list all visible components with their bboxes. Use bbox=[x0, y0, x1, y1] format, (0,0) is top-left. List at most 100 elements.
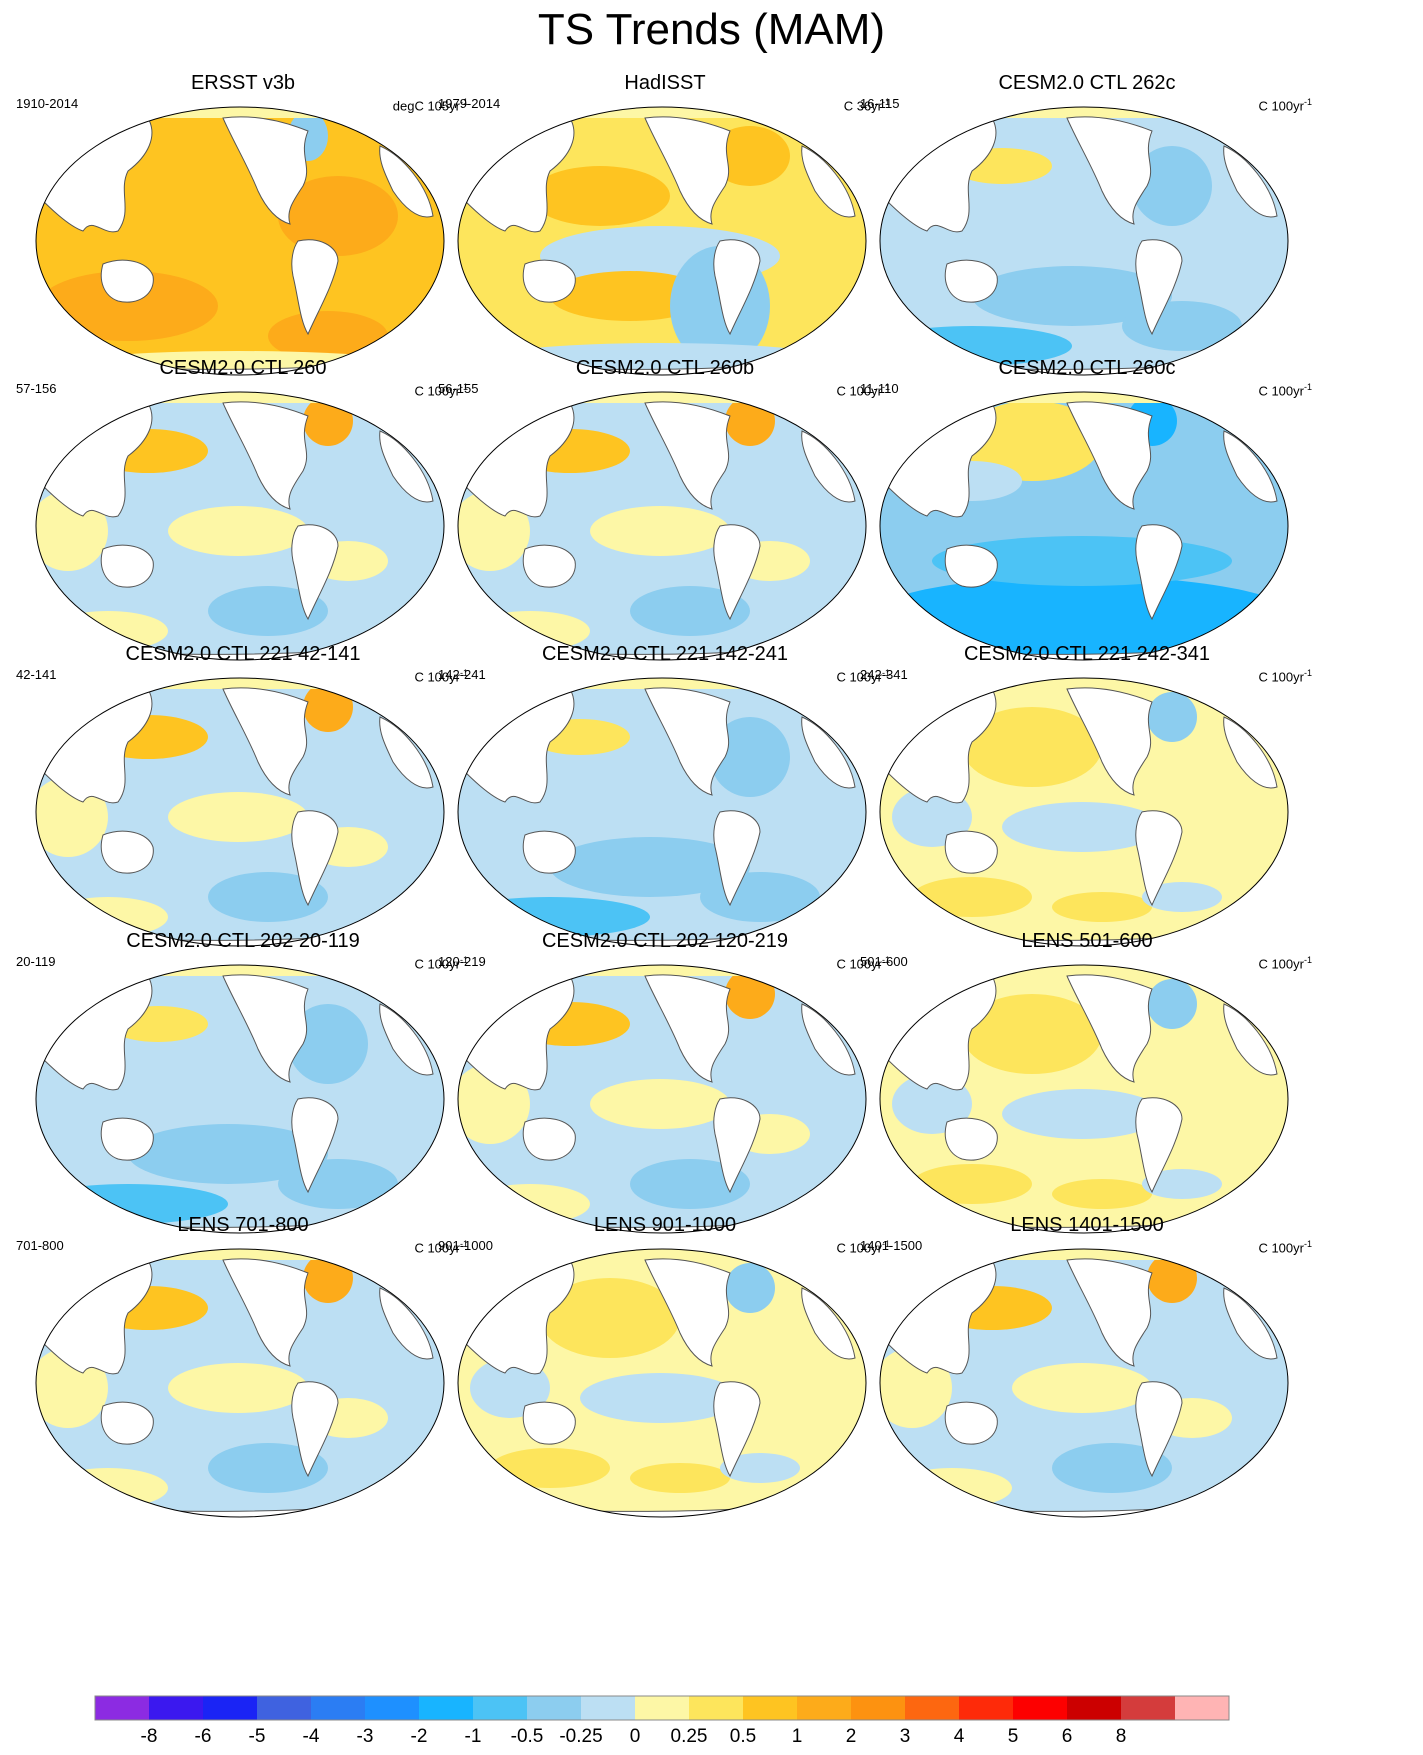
figure-title: TS Trends (MAM) bbox=[537, 5, 886, 54]
land-mass bbox=[1066, 687, 1153, 796]
panel-title: CESM2.0 CTL 202 120-219 bbox=[541, 930, 789, 952]
panel-period: 42-141 bbox=[16, 667, 57, 682]
panel-period: 1910-2014 bbox=[16, 96, 79, 111]
colorbar-label: 0 bbox=[630, 1726, 641, 1747]
world-map bbox=[879, 964, 1289, 1234]
trend-region bbox=[540, 1278, 680, 1358]
panel-period: 901-1000 bbox=[438, 1238, 493, 1253]
units-base: C 100yr bbox=[1258, 1240, 1304, 1256]
land-mass bbox=[1223, 430, 1278, 503]
land-mass bbox=[1223, 1003, 1278, 1076]
colorbar-label: -2 bbox=[411, 1726, 428, 1747]
colorbar-swatch bbox=[527, 1696, 581, 1720]
trend-region bbox=[1002, 802, 1162, 852]
panel-units: C 100yr-1 bbox=[414, 952, 468, 972]
land-mass bbox=[100, 1117, 154, 1161]
units-base: C 100yr bbox=[836, 669, 882, 685]
trend-region bbox=[912, 877, 1032, 917]
world-map bbox=[35, 391, 445, 661]
land-mass bbox=[1135, 810, 1183, 907]
panel-period: 56-155 bbox=[438, 381, 479, 396]
panel-units: C 100yr-1 bbox=[1258, 1236, 1312, 1256]
trend-region bbox=[168, 1363, 308, 1413]
colorbar-label: 1 bbox=[792, 1726, 803, 1747]
colorbar-swatch bbox=[1121, 1696, 1175, 1720]
trend-region bbox=[530, 166, 670, 226]
panel-title: LENS 701-800 bbox=[177, 1214, 309, 1236]
colorbar-swatch bbox=[203, 1696, 257, 1720]
colorbar-label: 0.5 bbox=[730, 1726, 756, 1747]
trend-region bbox=[725, 396, 775, 446]
trend-region bbox=[720, 1453, 800, 1483]
panel-units: C 36yr-1 bbox=[844, 94, 890, 114]
world-map bbox=[35, 964, 445, 1234]
colorbar-swatch bbox=[797, 1696, 851, 1720]
units-exponent: -1 bbox=[1303, 955, 1312, 965]
land-mass bbox=[1066, 401, 1153, 510]
globe-outline bbox=[879, 677, 1289, 947]
panel-period: 1401-1500 bbox=[860, 1238, 923, 1253]
globe-outline bbox=[457, 391, 867, 661]
colorbar-label: -0.25 bbox=[559, 1726, 602, 1747]
globe-outline bbox=[35, 391, 445, 661]
land-mass bbox=[944, 259, 998, 303]
colorbar-label: 5 bbox=[1008, 1726, 1019, 1747]
colorbar-label: -8 bbox=[141, 1726, 158, 1747]
map-panel: LENS 501-600 501-600 C 100yr-1 bbox=[852, 930, 1322, 1248]
map-panel: LENS 1401-1500 1401-1500 C 100yr-1 bbox=[852, 1214, 1322, 1532]
land-mass bbox=[1066, 974, 1153, 1083]
units-exponent: -1 bbox=[1303, 382, 1312, 392]
land-mass bbox=[644, 1258, 731, 1367]
trend-region bbox=[700, 872, 820, 922]
trend-region bbox=[303, 396, 353, 446]
land-mass bbox=[713, 239, 761, 336]
units-base: C 100yr bbox=[414, 956, 460, 972]
panel-title: LENS 1401-1500 bbox=[1010, 1214, 1164, 1236]
land-mass bbox=[522, 544, 576, 588]
land-mass bbox=[291, 239, 339, 336]
trend-region bbox=[892, 1468, 1012, 1508]
units-exponent: -1 bbox=[459, 668, 468, 678]
land-mass bbox=[644, 116, 731, 225]
trend-region bbox=[630, 1463, 730, 1493]
colorbar-swatch bbox=[473, 1696, 527, 1720]
trend-region bbox=[962, 401, 1102, 481]
map-panel: CESM2.0 CTL 202 20-119 20-119 C 100yr-1 bbox=[8, 930, 478, 1248]
colorbar-swatch bbox=[1013, 1696, 1067, 1720]
world-map bbox=[457, 1248, 867, 1518]
panel-title: CESM2.0 CTL 221 42-141 bbox=[125, 643, 361, 665]
land-mass bbox=[1066, 1258, 1153, 1367]
trend-region bbox=[1142, 882, 1222, 912]
panel-units: C 100yr-1 bbox=[1258, 379, 1312, 399]
land-mass bbox=[713, 810, 761, 907]
units-base: C 100yr bbox=[414, 383, 460, 399]
land-mass bbox=[801, 1287, 856, 1360]
trend-region bbox=[1052, 1179, 1152, 1209]
panel-title: CESM2.0 CTL 221 142-241 bbox=[541, 643, 789, 665]
trend-region bbox=[38, 271, 218, 341]
colorbar-swatch bbox=[1067, 1696, 1121, 1720]
globe-outline bbox=[35, 1248, 445, 1518]
trend-region bbox=[168, 506, 308, 556]
trend-region bbox=[710, 717, 790, 797]
trend-region bbox=[128, 1124, 328, 1184]
land-mass bbox=[1135, 1097, 1183, 1194]
panel-units: C 100yr-1 bbox=[836, 1236, 890, 1256]
land-mass bbox=[944, 544, 998, 588]
land-mass bbox=[1135, 1381, 1183, 1478]
land-mass bbox=[1135, 524, 1183, 621]
units-exponent: -1 bbox=[881, 955, 890, 965]
land-mass bbox=[222, 401, 309, 510]
map-panel: CESM2.0 CTL 221 42-141 42-141 C 100yr-1 bbox=[8, 643, 478, 961]
world-map bbox=[879, 677, 1289, 947]
globe-outline bbox=[457, 1248, 867, 1518]
land-mass bbox=[522, 830, 576, 874]
world-map bbox=[35, 106, 445, 376]
units-base: C 100yr bbox=[836, 956, 882, 972]
map-panel: LENS 701-800 701-800 C 100yr-1 bbox=[8, 1214, 478, 1532]
trend-region bbox=[710, 126, 790, 186]
units-base: C 100yr bbox=[836, 383, 882, 399]
land-mass bbox=[1223, 1287, 1278, 1360]
globe-outline bbox=[457, 964, 867, 1234]
globe-outline bbox=[35, 106, 445, 376]
